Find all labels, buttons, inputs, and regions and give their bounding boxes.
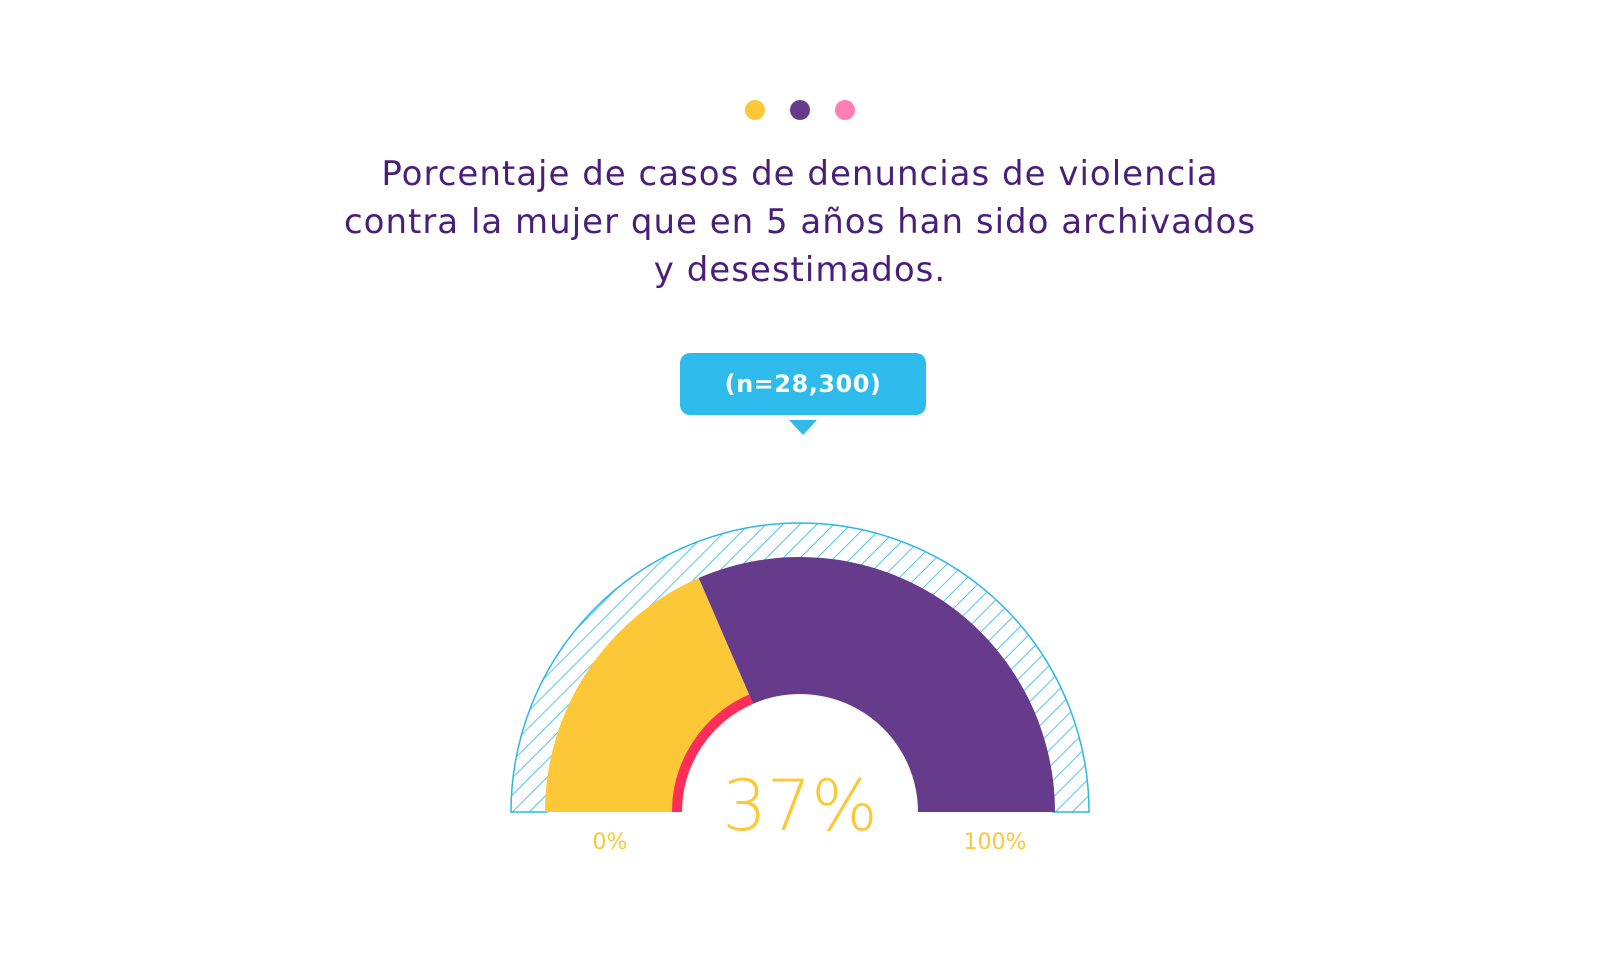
gauge-value-segment (545, 577, 754, 812)
gauge-inner-marker (672, 694, 754, 813)
chart-title-line-3: y desestimados. (653, 250, 947, 290)
chart-title-line-1: Porcentaje de casos de denuncias de viol… (381, 154, 1219, 194)
gauge-remainder-segment (698, 557, 1055, 812)
purple-dot (790, 100, 810, 120)
chart-title-line-2: contra la mujer que en 5 años han sido a… (343, 202, 1257, 242)
sample-size-callout: (n=28,300) (680, 353, 926, 435)
gauge-max-label: 100% (964, 830, 1027, 855)
sample-size-badge: (n=28,300) (680, 353, 926, 415)
pink-dot (835, 100, 855, 120)
callout-pointer-icon (789, 420, 817, 435)
chart-title: Porcentaje de casos de denuncias de viol… (300, 150, 1300, 294)
gauge-min-label: 0% (593, 830, 628, 855)
gauge-value-label: 37% (722, 765, 878, 847)
decorative-dots (0, 100, 1600, 120)
yellow-dot (745, 100, 765, 120)
